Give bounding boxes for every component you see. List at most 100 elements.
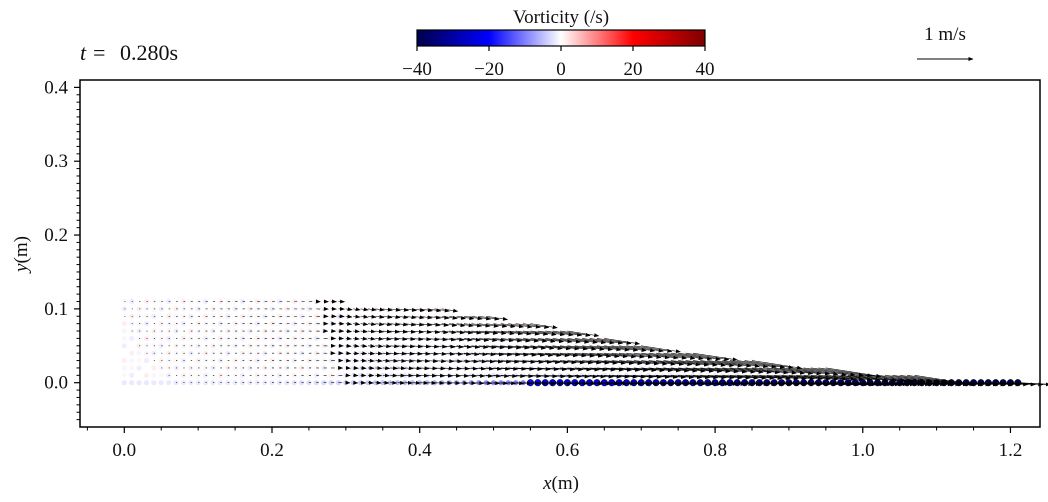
velocity-arrow [700,360,743,368]
velocity-arrow [404,366,414,371]
velocity-arrow [486,330,507,335]
axes-frame [79,79,1041,428]
velocity-arrow [515,352,537,357]
velocity-arrow [367,307,377,312]
velocity-arrow [751,360,803,370]
velocity-arrow [759,375,799,381]
velocity-arrow [537,367,559,372]
particle [202,321,209,327]
velocity-arrow [1010,382,1048,387]
velocity-arrow [390,336,400,341]
particle [136,350,142,356]
particle [121,372,127,378]
velocity-arrow [412,308,425,313]
velocity-arrow [641,345,681,354]
velocity-arrow [471,330,490,335]
velocity-arrow [685,352,730,361]
velocity-arrow [626,367,657,373]
particle [232,380,238,386]
velocity-arrow [589,381,612,386]
velocity-arrow [493,323,516,329]
velocity-arrow [715,375,751,380]
particle [158,380,164,386]
velocity-arrow [375,314,385,319]
velocity-arrow [596,381,620,386]
particle [158,350,164,356]
velocity-arrow [870,382,908,387]
velocity-arrow [434,366,446,371]
velocity-arrow [478,315,500,321]
velocity-arrow [345,336,352,341]
particle [232,313,238,319]
velocity-arrow [427,329,441,334]
velocity-arrow [582,374,606,379]
particle [232,306,238,312]
velocity-arrow [486,373,502,378]
velocity-arrow [508,338,531,343]
velocity-arrow [390,351,399,356]
velocity-arrow [508,374,526,379]
velocity-arrow [471,345,489,350]
velocity-arrow [523,345,547,350]
particle [158,298,164,305]
velocity-arrow [951,382,991,387]
velocity-arrow [655,352,696,360]
velocity-arrow [375,351,384,356]
time-value: 0.280s [120,40,178,65]
velocity-arrow [589,360,618,365]
particle [188,306,194,312]
particle [158,306,164,312]
velocity-arrow [774,367,822,376]
velocity-arrow [375,358,383,363]
velocity-arrow [604,352,637,359]
velocity-arrow [641,360,676,366]
velocity-arrow [390,307,401,312]
velocity-arrow [655,367,690,373]
velocity-arrow [404,358,415,363]
particle [129,372,135,378]
velocity-arrow [530,359,552,364]
velocity-arrow [500,374,518,378]
particle [232,365,238,371]
velocity-arrow [382,358,391,363]
x-tick-label: 0.8 [703,440,727,461]
velocity-arrow [567,345,597,351]
particle [210,365,216,371]
velocity-arrow [670,360,710,367]
particle [136,372,142,378]
particle [158,365,164,371]
particle [143,313,150,319]
velocity-arrow [463,315,483,321]
velocity-arrow [404,344,416,349]
velocity-arrow [427,366,438,371]
velocity-arrow [552,330,583,337]
velocity-arrow [449,359,463,364]
particle [188,380,194,386]
particle [188,357,194,364]
velocity-arrow [619,374,646,379]
velocity-arrow [766,367,814,376]
velocity-arrow [559,345,588,351]
velocity-arrow [390,329,400,334]
y-tick-label: 0.1 [44,299,68,320]
velocity-arrow [626,345,664,353]
velocity-arrow [545,330,574,337]
velocity-arrow [545,381,564,386]
velocity-arrow [434,359,447,364]
velocity-arrow [545,367,567,372]
velocity-arrow [441,315,458,320]
velocity-arrow [375,336,384,341]
velocity-arrow [523,323,550,329]
velocity-arrow [604,345,639,352]
velocity-arrow [471,381,485,386]
x-tick-label: 0.6 [556,440,580,461]
velocity-arrow [559,352,587,358]
velocity-arrow [478,330,499,335]
velocity-arrow [515,366,535,371]
velocity-arrow [360,321,369,326]
velocity-arrow [855,375,906,383]
velocity-arrow [397,329,408,334]
particle [143,365,150,371]
velocity-arrow [382,329,392,334]
